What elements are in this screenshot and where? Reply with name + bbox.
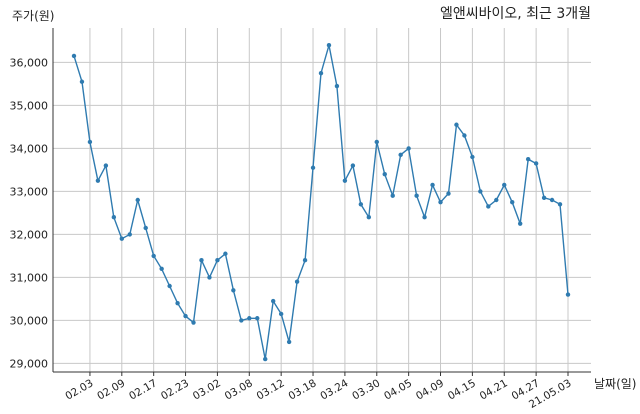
- data-point: [470, 154, 475, 160]
- x-tick-label: 03.12: [255, 377, 287, 402]
- data-point: [533, 161, 539, 166]
- data-point: [183, 313, 188, 319]
- data-point: [422, 215, 427, 220]
- data-point: [486, 204, 491, 209]
- data-point: [350, 163, 356, 168]
- y-tick-label: 35,000: [10, 99, 49, 112]
- data-point: [79, 79, 85, 84]
- data-point: [549, 197, 555, 203]
- data-point: [95, 178, 101, 183]
- data-point: [223, 251, 228, 256]
- data-point: [111, 215, 117, 220]
- data-point: [151, 253, 156, 259]
- x-tick-label: 04.21: [478, 377, 510, 402]
- chart-title: 엘앤씨바이오, 최근 3개월: [440, 6, 591, 22]
- data-point: [541, 195, 547, 201]
- data-point: [565, 292, 571, 297]
- data-point: [414, 193, 419, 198]
- data-point: [334, 83, 340, 89]
- y-tick-label: 33,000: [10, 185, 49, 198]
- data-point: [406, 146, 411, 151]
- data-point: [135, 197, 140, 203]
- data-point: [119, 236, 125, 241]
- y-tick-label: 34,000: [10, 142, 49, 155]
- data-point: [127, 232, 132, 237]
- x-tick-label: 04.09: [414, 377, 446, 402]
- x-tick-label: 04.15: [446, 377, 478, 402]
- data-point: [454, 122, 459, 127]
- x-axis-label: 날짜(일): [594, 377, 636, 391]
- data-point: [167, 283, 172, 289]
- x-tick-label: 02.03: [63, 377, 95, 402]
- data-point: [215, 258, 220, 263]
- data-point: [318, 70, 324, 76]
- x-tick-label: 03.18: [286, 377, 318, 402]
- data-point: [207, 275, 212, 280]
- x-tick-label: 04.05: [382, 377, 414, 402]
- data-point: [263, 356, 268, 362]
- y-tick-labels: 29,000 30,000 31,000 32,000 33,000 34,000 35,0…: [10, 56, 49, 370]
- x-tick-label: 03.24: [318, 377, 350, 403]
- data-point: [366, 215, 372, 220]
- grid-lines: [53, 28, 591, 372]
- x-tick-label: 03.02: [191, 377, 223, 402]
- data-point: [143, 225, 148, 231]
- data-point: [430, 182, 435, 188]
- data-point: [494, 197, 499, 203]
- data-point: [510, 199, 515, 205]
- data-point: [159, 266, 164, 271]
- data-point: [462, 133, 467, 138]
- y-tick-label: 36,000: [10, 56, 49, 69]
- data-point: [191, 320, 196, 325]
- data-point: [438, 199, 443, 205]
- data-point: [374, 139, 379, 145]
- axes: [52, 28, 591, 376]
- data-point: [358, 202, 364, 207]
- data-point: [478, 189, 483, 194]
- data-point: [175, 301, 180, 306]
- y-tick-label: 32,000: [10, 228, 49, 241]
- x-tick-labels: 02.03 02.09 02.17 02.23 03.02 03.08 03.12 03.18…: [63, 377, 573, 411]
- x-tick-label: 02.09: [95, 377, 127, 402]
- y-axis-label: 주가(원): [12, 9, 54, 23]
- x-tick-label: 02.17: [127, 377, 159, 402]
- y-tick-label: 29,000: [10, 357, 49, 370]
- data-point: [278, 311, 284, 317]
- price-series: [71, 43, 571, 362]
- y-tick-label: 31,000: [10, 271, 49, 284]
- data-point: [255, 316, 260, 321]
- data-point: [342, 178, 348, 183]
- y-tick-label: 30,000: [10, 314, 49, 327]
- data-point: [502, 182, 507, 188]
- data-point: [302, 258, 308, 263]
- data-point: [247, 316, 252, 321]
- data-point: [231, 288, 236, 293]
- x-tick-label: 02.23: [159, 377, 191, 402]
- data-point: [382, 172, 387, 177]
- x-tick-label: 03.08: [223, 377, 255, 402]
- data-point: [294, 279, 300, 284]
- x-tick-label: 03.30: [350, 377, 382, 402]
- data-point: [71, 53, 77, 59]
- data-point: [310, 165, 316, 170]
- data-point: [390, 193, 395, 198]
- price-line: [73, 45, 569, 360]
- data-point: [525, 156, 531, 162]
- data-point: [87, 139, 93, 145]
- data-point: [103, 163, 109, 168]
- data-point: [398, 152, 403, 158]
- data-point: [326, 43, 332, 48]
- data-point: [446, 191, 451, 196]
- data-point: [270, 298, 276, 304]
- data-point: [199, 258, 204, 263]
- data-point: [557, 202, 563, 207]
- data-point: [517, 221, 523, 226]
- data-point: [286, 339, 292, 345]
- data-point: [239, 318, 244, 323]
